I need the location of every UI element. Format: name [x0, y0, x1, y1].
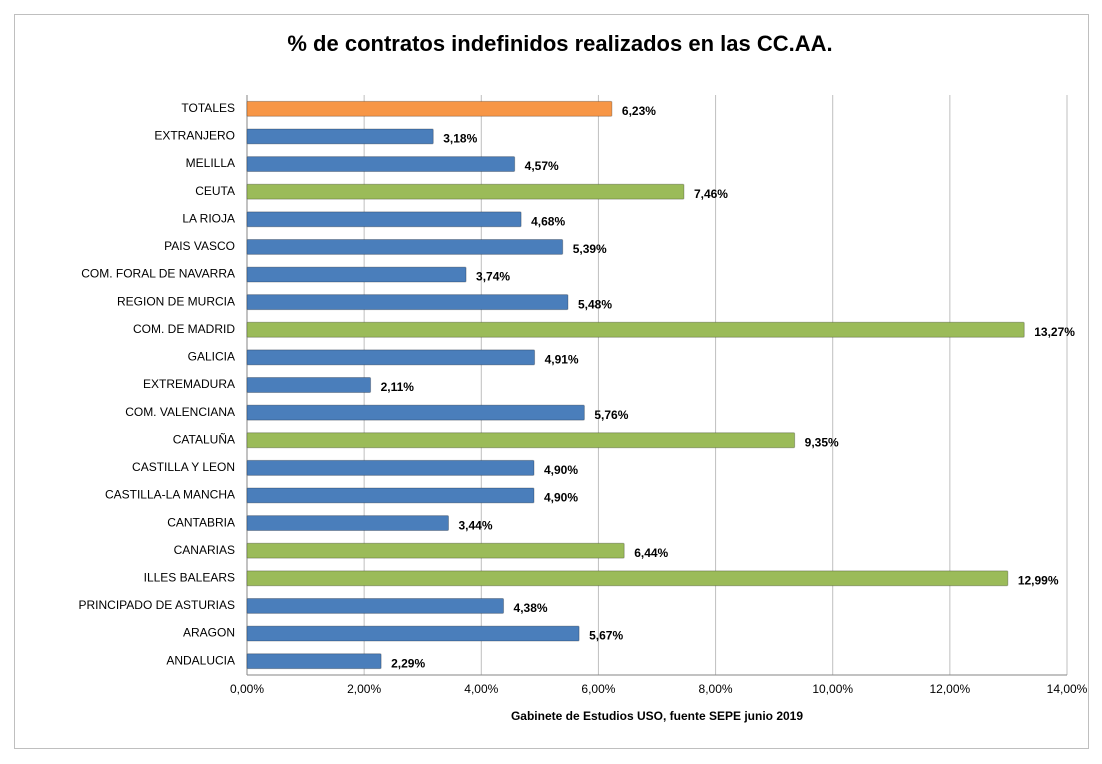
y-tick-label: LA RIOJA [182, 211, 235, 225]
y-tick-label: CEUTA [195, 184, 235, 198]
value-label: 4,90% [544, 491, 578, 505]
value-label: 13,27% [1034, 325, 1075, 339]
bar [246, 487, 535, 504]
value-label: 4,90% [544, 463, 578, 477]
y-tick-label: EXTRANJERO [154, 129, 235, 143]
value-label: 3,18% [443, 132, 477, 146]
y-tick-label: PAIS VASCO [164, 239, 235, 253]
x-tick-label: 2,00% [347, 682, 381, 696]
x-axis-title: Gabinete de Estudios USO, fuente SEPE ju… [511, 709, 803, 723]
bar [246, 570, 1009, 587]
y-tick-label: ILLES BALEARS [144, 571, 235, 585]
chart-title: % de contratos indefinidos realizados en… [287, 31, 832, 56]
y-tick-label: MELILLA [186, 156, 235, 170]
bar [246, 128, 434, 145]
value-label: 5,48% [578, 297, 612, 311]
value-label: 5,76% [594, 408, 628, 422]
value-label: 6,44% [634, 546, 668, 560]
y-tick-label: EXTREMADURA [143, 377, 235, 391]
x-tick-label: 6,00% [581, 682, 615, 696]
bar [246, 294, 569, 311]
value-label: 4,91% [545, 353, 579, 367]
bar [246, 183, 685, 200]
bar [246, 653, 382, 670]
value-label: 2,29% [391, 656, 425, 670]
bar [246, 266, 467, 283]
y-tick-label: CASTILLA-LA MANCHA [105, 488, 235, 502]
bar [246, 377, 372, 393]
x-tick-label: 8,00% [699, 682, 733, 696]
x-tick-label: 14,00% [1047, 682, 1088, 696]
bar [246, 156, 516, 173]
bar [246, 459, 535, 476]
value-label: 3,74% [476, 270, 510, 284]
y-tick-label: COM. VALENCIANA [125, 405, 235, 419]
bar [246, 542, 625, 559]
y-tick-label: COM. DE MADRID [133, 322, 235, 336]
value-label: 6,23% [622, 104, 656, 118]
y-tick-label: CANTABRIA [167, 515, 235, 529]
value-label: 4,57% [525, 159, 559, 173]
y-tick-label: PRINCIPADO DE ASTURIAS [79, 598, 235, 612]
bar [246, 321, 1025, 338]
value-label: 9,35% [805, 435, 839, 449]
value-label: 12,99% [1018, 574, 1059, 588]
bar [246, 597, 505, 614]
y-tick-label: GALICIA [188, 350, 235, 364]
value-label: 3,44% [458, 518, 492, 532]
x-tick-label: 4,00% [464, 682, 498, 696]
bar [246, 238, 564, 255]
value-label: 7,46% [694, 187, 728, 201]
y-tick-label: CASTILLA Y LEON [132, 460, 235, 474]
value-label: 5,39% [573, 242, 607, 256]
y-tick-label: COM. FORAL DE NAVARRA [81, 267, 235, 281]
y-tick-label: ANDALUCIA [166, 653, 235, 667]
bar [246, 349, 536, 366]
x-tick-label: 0,00% [230, 682, 264, 696]
y-tick-label: REGION DE MURCIA [117, 294, 235, 308]
y-tick-label: TOTALES [181, 101, 235, 115]
bar [246, 432, 796, 449]
bar [246, 211, 522, 228]
x-tick-label: 12,00% [930, 682, 971, 696]
y-tick-label: CATALUÑA [173, 432, 235, 446]
y-tick-label: ARAGON [183, 626, 235, 640]
value-label: 5,67% [589, 629, 623, 643]
bar [246, 404, 585, 421]
bar [246, 100, 613, 117]
bar [246, 515, 449, 532]
value-label: 2,11% [381, 380, 415, 394]
x-tick-label: 10,00% [812, 682, 853, 696]
bar [246, 625, 580, 642]
value-label: 4,68% [531, 214, 565, 228]
value-label: 4,38% [514, 601, 548, 615]
y-tick-label: CANARIAS [174, 543, 235, 557]
